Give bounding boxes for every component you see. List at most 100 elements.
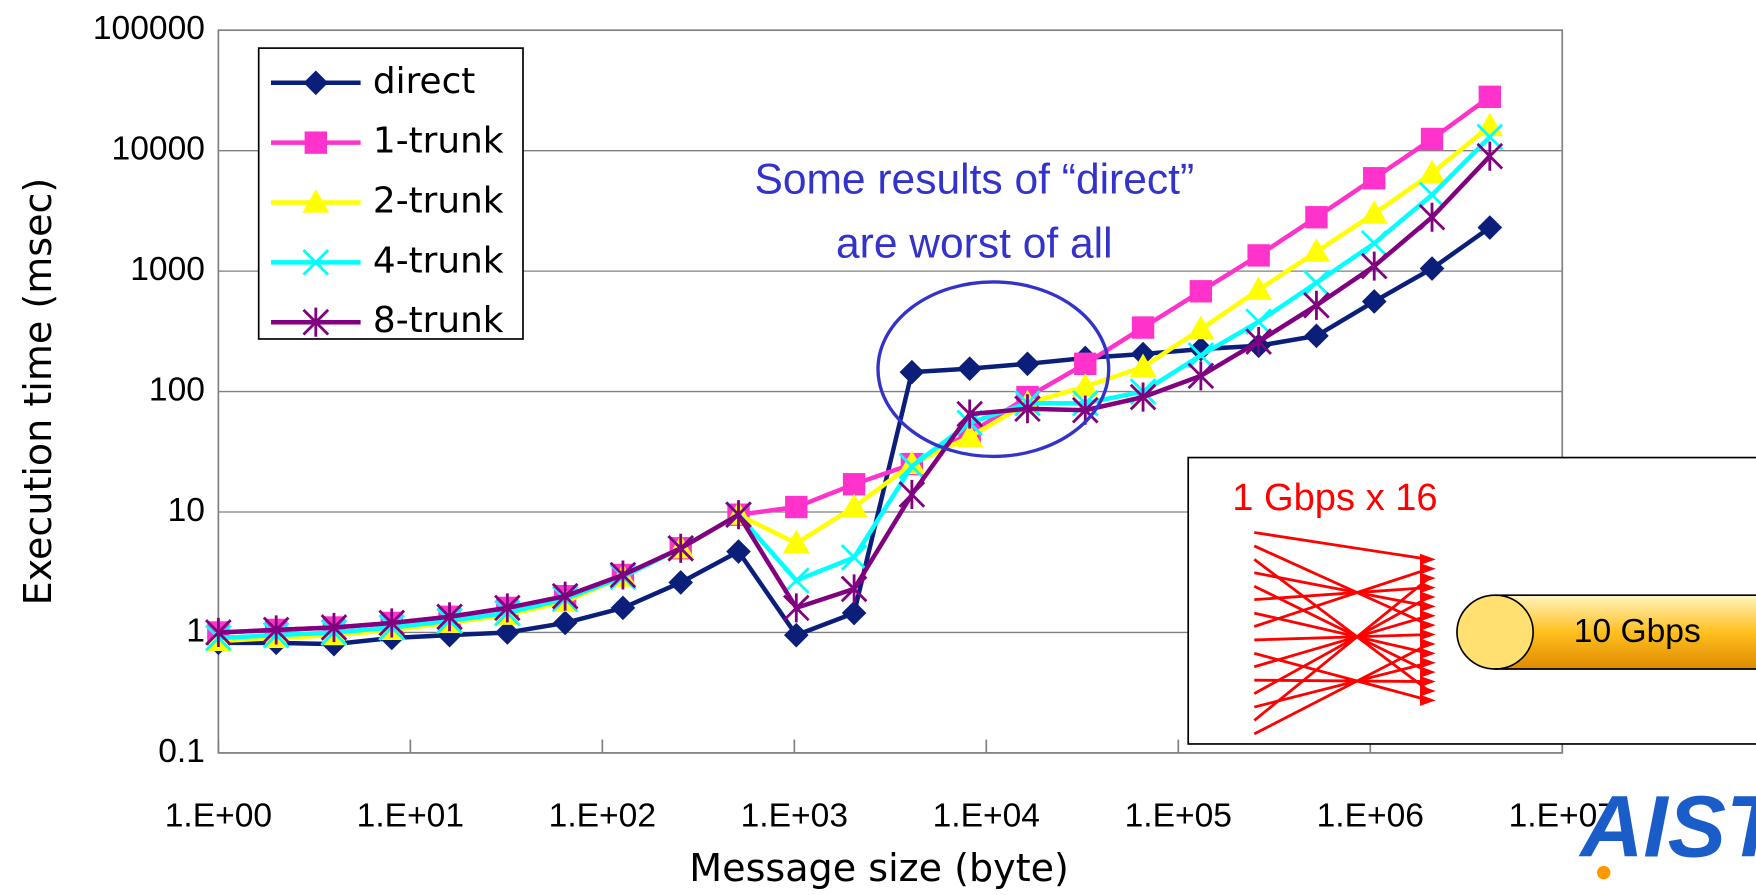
x-axis-title: Message size (byte) <box>689 846 1069 890</box>
marker <box>1420 127 1444 151</box>
arrow-head <box>1420 666 1436 678</box>
marker <box>785 495 808 519</box>
arrow-head <box>1420 675 1436 688</box>
x-tick-label: 1.E+04 <box>933 798 1040 835</box>
highlight-ellipse <box>876 280 1111 459</box>
series <box>205 141 1504 648</box>
y-tick-label: 1 <box>186 612 205 649</box>
marker <box>782 567 810 594</box>
y-tick-label: 10000 <box>112 131 205 168</box>
arrow-head <box>1420 657 1436 669</box>
arrow-head <box>1420 572 1436 584</box>
arrow <box>1253 661 1430 709</box>
marker <box>898 450 926 475</box>
arrow-head <box>1420 619 1436 631</box>
marker <box>899 359 925 385</box>
marker <box>1247 244 1270 267</box>
marker <box>1360 251 1388 281</box>
marker <box>1245 327 1272 357</box>
marker <box>320 612 348 643</box>
logo-dot <box>1596 865 1611 880</box>
x-tick-label: 1.E+06 <box>1317 798 1424 835</box>
legend-box <box>257 47 524 340</box>
marker <box>1303 269 1330 297</box>
y-tick-label: 100 <box>149 371 205 408</box>
y-tick-label: 10 <box>168 492 205 529</box>
annotation: are worst of all <box>836 219 1113 267</box>
arrow-head <box>1420 610 1436 622</box>
marker <box>1187 361 1215 391</box>
marker <box>302 249 330 276</box>
arrow <box>1254 678 1430 683</box>
arrow-head <box>1420 628 1436 641</box>
marker <box>1245 308 1272 336</box>
marker <box>782 593 810 623</box>
cylinder-label: 10 Gbps <box>1574 613 1701 650</box>
marker <box>1363 167 1386 190</box>
logo: AIST <box>1578 778 1756 876</box>
marker <box>1245 276 1273 300</box>
x-tick-label: 1.E+07 <box>1509 798 1616 835</box>
arrow <box>1253 651 1430 702</box>
arrow-head <box>1420 581 1436 594</box>
marker <box>1189 280 1213 303</box>
x-tick-label: 1.E+03 <box>741 798 848 835</box>
marker <box>1014 394 1041 424</box>
marker <box>782 529 810 554</box>
marker <box>956 399 983 429</box>
marker <box>1360 200 1388 224</box>
marker <box>302 307 330 337</box>
marker <box>1419 256 1445 281</box>
marker <box>1418 202 1446 232</box>
marker <box>1129 382 1157 412</box>
arrow <box>1253 595 1430 695</box>
marker <box>956 423 984 448</box>
marker <box>1129 353 1157 378</box>
marker <box>610 595 636 621</box>
arrow <box>1253 614 1430 669</box>
marker <box>667 533 695 563</box>
arrow-head <box>1420 563 1436 575</box>
marker <box>609 560 637 590</box>
arrow <box>1253 567 1430 628</box>
marker <box>1418 159 1446 184</box>
inset-label: 1 Gbps x 16 <box>1232 477 1437 519</box>
marker <box>1418 181 1446 209</box>
arrow-head <box>1420 647 1436 659</box>
marker <box>1071 373 1099 397</box>
legend-label: 8-trunk <box>373 300 504 341</box>
marker <box>1477 215 1503 240</box>
marker <box>840 544 868 571</box>
inset: 1 Gbps x 16 10 Gbps <box>1187 456 1756 745</box>
cylinder-body <box>1495 595 1756 670</box>
marker <box>436 602 463 632</box>
arrow <box>1253 642 1430 736</box>
marker <box>842 473 866 496</box>
marker <box>1303 290 1330 320</box>
marker <box>725 500 752 530</box>
arrow-head <box>1420 600 1436 612</box>
marker <box>898 452 926 480</box>
x-tick-label: 1.E+02 <box>549 798 656 835</box>
y-tick-label: 100000 <box>93 10 205 47</box>
marker <box>841 600 867 626</box>
arrow-head <box>1420 685 1436 697</box>
marker <box>1074 352 1097 375</box>
legend-label: direct <box>373 61 475 102</box>
arrow <box>1254 531 1430 561</box>
marker <box>552 610 578 636</box>
y-tick-label: 0.1 <box>158 733 205 770</box>
annotation: Some results of “direct” <box>754 156 1194 204</box>
marker <box>551 581 579 611</box>
marker <box>898 479 926 509</box>
marker <box>1476 141 1504 171</box>
marker <box>1478 85 1502 108</box>
legend-label: 2-trunk <box>373 181 504 222</box>
marker <box>726 539 751 564</box>
marker <box>1304 323 1329 349</box>
marker <box>1187 315 1215 340</box>
cylinder-end <box>1456 594 1534 670</box>
arrow <box>1254 586 1430 602</box>
x-tick-label: 1.E+01 <box>357 798 464 835</box>
legend-label: 4-trunk <box>373 240 504 281</box>
